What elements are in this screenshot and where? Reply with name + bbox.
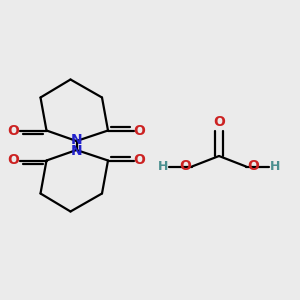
Text: O: O	[8, 124, 20, 137]
Text: O: O	[213, 115, 225, 129]
Text: O: O	[134, 154, 146, 167]
Text: H: H	[158, 160, 169, 173]
Text: N: N	[71, 133, 82, 147]
Text: O: O	[8, 154, 20, 167]
Text: N: N	[71, 144, 82, 158]
Text: O: O	[179, 160, 191, 173]
Text: O: O	[134, 124, 146, 137]
Text: H: H	[269, 160, 280, 173]
Text: O: O	[247, 160, 259, 173]
